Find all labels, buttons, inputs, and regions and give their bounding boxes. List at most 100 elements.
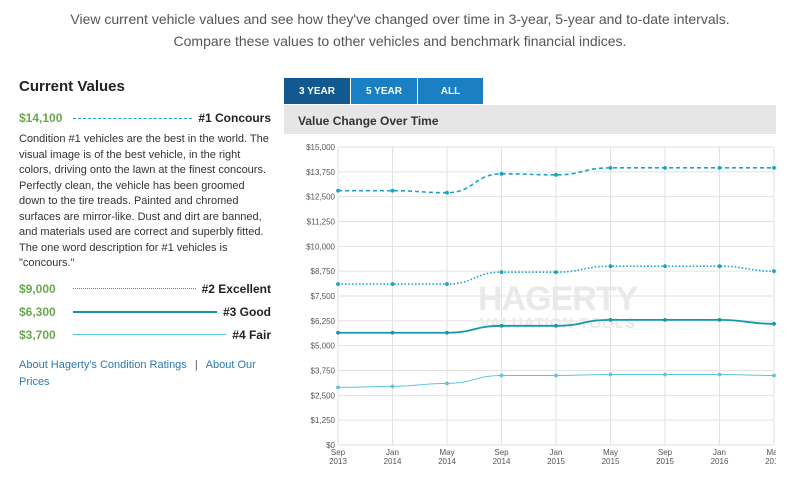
intro-text: View current vehicle values and see how … bbox=[0, 8, 800, 52]
condition-price: $3,700 bbox=[19, 327, 56, 342]
data-point bbox=[445, 330, 449, 335]
data-point bbox=[717, 317, 722, 322]
data-point bbox=[663, 317, 667, 322]
y-tick-label: $13,750 bbox=[306, 168, 335, 177]
condition-line-dotted bbox=[73, 288, 196, 289]
data-point bbox=[772, 269, 776, 274]
data-point bbox=[390, 282, 395, 286]
data-point bbox=[499, 373, 504, 378]
data-point bbox=[772, 165, 776, 170]
x-tick-label: 2015 bbox=[602, 457, 620, 466]
data-point bbox=[717, 372, 722, 377]
chart-header: Value Change Over Time bbox=[284, 105, 776, 134]
data-point bbox=[554, 172, 558, 177]
data-point bbox=[445, 190, 449, 195]
data-point bbox=[663, 165, 667, 170]
y-tick-label: $15,000 bbox=[306, 143, 335, 152]
x-tick-label: 2013 bbox=[329, 457, 347, 466]
value-chart: $0 $1,250 $2,500 $3,750 $5,000 $6,250 $7,500 $8… bbox=[306, 143, 776, 466]
x-tick-label: 2014 bbox=[438, 457, 456, 466]
data-point bbox=[336, 188, 340, 193]
data-point bbox=[554, 323, 558, 328]
y-tick-label: $3,750 bbox=[311, 367, 336, 376]
condition-label: #1 Concours bbox=[198, 111, 271, 125]
current-values-title: Current Values bbox=[19, 78, 125, 95]
x-tick-label: 2015 bbox=[547, 457, 565, 466]
x-tick-label: May bbox=[603, 448, 618, 457]
condition-price: $14,100 bbox=[19, 111, 63, 125]
series-line-2 bbox=[337, 265, 775, 285]
y-tick-label: $2,500 bbox=[311, 391, 336, 400]
about-prices-link[interactable]: About Our Prices bbox=[19, 358, 256, 388]
condition-price: $6,300 bbox=[19, 304, 56, 319]
x-tick-label: 2016 bbox=[711, 457, 729, 466]
x-tick-label: Sep bbox=[494, 448, 509, 457]
chart-grid: $0 $1,250 $2,500 $3,750 $5,000 $6,250 $7,500 $8… bbox=[306, 143, 776, 466]
x-tick-label: May bbox=[439, 448, 454, 457]
x-tick-label: 2015 bbox=[656, 457, 674, 466]
y-tick-label: $0 bbox=[326, 441, 335, 450]
data-point bbox=[336, 330, 340, 335]
info-links: About Hagerty's Condition Ratings | About … bbox=[19, 357, 271, 391]
condition-label: #4 Fair bbox=[232, 327, 271, 342]
y-tick-label: $7,500 bbox=[311, 292, 336, 301]
data-point bbox=[554, 373, 558, 378]
condition-price: $9,000 bbox=[19, 281, 56, 296]
data-point bbox=[336, 385, 340, 390]
condition-line-solid bbox=[73, 310, 217, 313]
tab-all[interactable]: ALL bbox=[418, 78, 484, 104]
data-point bbox=[499, 171, 504, 176]
data-point bbox=[717, 165, 722, 170]
condition-label: #3 Good bbox=[222, 304, 271, 319]
y-tick-label: $1,250 bbox=[311, 416, 336, 425]
data-point bbox=[445, 381, 449, 386]
data-point bbox=[336, 282, 340, 286]
data-point bbox=[663, 372, 667, 377]
y-tick-label: $6,250 bbox=[311, 317, 336, 326]
condition-ratings-link[interactable]: About Hagerty's Condition Ratings bbox=[19, 358, 187, 371]
data-point bbox=[608, 165, 613, 170]
data-point bbox=[499, 270, 504, 275]
data-point bbox=[499, 323, 504, 328]
x-tick-label: Sep bbox=[331, 448, 346, 457]
condition-row-excellent: $9,000 #2 Excellent bbox=[19, 280, 271, 298]
x-tick-label: May bbox=[766, 448, 776, 457]
data-point bbox=[772, 373, 776, 378]
x-tick-label: 2016 bbox=[765, 457, 776, 466]
y-tick-label: $10,000 bbox=[306, 242, 335, 251]
x-tick-label: Jan bbox=[550, 448, 563, 457]
condition-description: Condition #1 vehicles are the best in th… bbox=[19, 133, 269, 269]
data-point bbox=[390, 384, 395, 389]
x-tick-label: Sep bbox=[658, 448, 673, 457]
y-tick-label: $5,000 bbox=[311, 342, 336, 351]
data-point bbox=[608, 264, 613, 269]
x-tick-label: Jan bbox=[713, 448, 726, 457]
condition-row-good: $6,300 #3 Good bbox=[19, 303, 271, 321]
condition-row-concours: $14,100 #1 Concours bbox=[19, 109, 271, 127]
intro-line-2: Compare these values to other vehicles a… bbox=[173, 33, 627, 49]
data-point bbox=[390, 188, 395, 193]
watermark-sub: VALUATION TOOLS bbox=[480, 315, 636, 332]
data-point bbox=[608, 372, 613, 377]
y-tick-label: $11,250 bbox=[307, 218, 336, 227]
data-point bbox=[390, 330, 395, 335]
y-tick-label: $8,750 bbox=[311, 267, 336, 276]
data-point bbox=[554, 270, 558, 275]
condition-line-dashed bbox=[73, 117, 193, 119]
current-values-panel: Current Values $14,100 #1 Concours Condi… bbox=[19, 78, 271, 391]
tab-3-year[interactable]: 3 YEAR bbox=[284, 78, 351, 104]
data-point bbox=[772, 321, 776, 326]
data-point bbox=[445, 282, 449, 286]
y-tick-label: $12,500 bbox=[306, 193, 335, 202]
tab-5-year[interactable]: 5 YEAR bbox=[351, 78, 418, 104]
condition-row-fair: $3,700 #4 Fair bbox=[19, 326, 271, 344]
watermark-brand: HAGERTY bbox=[478, 280, 639, 318]
condition-line-thin bbox=[73, 334, 227, 335]
x-tick-label: 2014 bbox=[384, 457, 402, 466]
series-line-1 bbox=[338, 167, 774, 194]
x-tick-label: Jan bbox=[386, 448, 399, 457]
data-point bbox=[608, 317, 613, 322]
data-point bbox=[663, 264, 667, 269]
interval-tabs: 3 YEAR 5 YEAR ALL bbox=[284, 78, 484, 104]
data-point bbox=[717, 264, 722, 269]
